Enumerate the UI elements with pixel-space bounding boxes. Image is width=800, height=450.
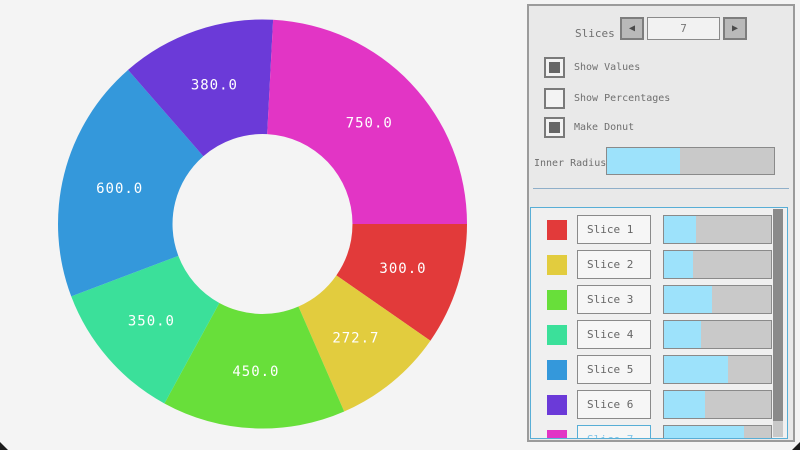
slice-row: Slice 7	[531, 425, 787, 438]
slice-value-label: 350.0	[128, 314, 175, 330]
slices-label: Slices	[575, 27, 615, 40]
slice-list: Slice 1 Slice 2 Slice 3 Slice 4 Slice 5 Slice…	[530, 207, 788, 439]
show-values-label: Show Values	[574, 62, 641, 73]
slices-decrement-button[interactable]: ◀	[620, 17, 644, 40]
slice-value-slider-fill	[664, 356, 729, 383]
slice-color-swatch[interactable]	[547, 360, 567, 380]
slice-value-label: 272.7	[332, 331, 379, 347]
slice-row: Slice 1	[531, 215, 787, 244]
pie-slice	[298, 275, 431, 412]
inner-radius-label: Inner Radius	[534, 158, 607, 169]
slice-list-scrollbar[interactable]	[773, 209, 783, 437]
make-donut-checkbox[interactable]	[544, 117, 565, 138]
slice-name-field[interactable]: Slice 4	[577, 320, 651, 349]
slice-value-slider-fill	[664, 286, 713, 313]
slice-color-swatch[interactable]	[547, 255, 567, 275]
slice-value-slider[interactable]	[663, 285, 772, 314]
slice-value-slider[interactable]	[663, 390, 772, 419]
divider	[533, 188, 789, 189]
slice-name-field[interactable]: Slice 2	[577, 250, 651, 279]
slice-row: Slice 5	[531, 355, 787, 384]
inner-radius-slider[interactable]	[606, 147, 775, 175]
show-percentages-checkbox[interactable]	[544, 88, 565, 109]
slice-color-swatch[interactable]	[547, 220, 567, 240]
slice-value-slider-fill	[664, 426, 745, 438]
slice-value-slider[interactable]	[663, 320, 772, 349]
slice-value-slider[interactable]	[663, 355, 772, 384]
right-arrow-icon: ▶	[731, 22, 739, 34]
pie-slice	[58, 69, 204, 297]
slice-name-field[interactable]: Slice 5	[577, 355, 651, 384]
slices-increment-button[interactable]: ▶	[723, 17, 747, 40]
left-arrow-icon: ◀	[628, 22, 636, 34]
show-values-checkbox[interactable]	[544, 57, 565, 78]
slice-value-label: 600.0	[96, 181, 143, 197]
make-donut-label: Make Donut	[574, 122, 635, 133]
slice-value-slider[interactable]	[663, 250, 772, 279]
settings-panel: Slices ◀ 7 ▶ Show Values Show Percentage…	[527, 4, 795, 442]
slice-color-swatch[interactable]	[547, 430, 567, 438]
inner-radius-slider-fill	[607, 148, 681, 174]
slice-name-field[interactable]: Slice 1	[577, 215, 651, 244]
slice-name-field[interactable]: Slice 7	[577, 425, 651, 438]
slice-color-swatch[interactable]	[547, 325, 567, 345]
slice-name-field[interactable]: Slice 6	[577, 390, 651, 419]
slice-color-swatch[interactable]	[547, 395, 567, 415]
slice-value-label: 450.0	[232, 364, 279, 380]
slice-value-label: 750.0	[346, 116, 393, 132]
slice-name-field[interactable]: Slice 3	[577, 285, 651, 314]
slice-row: Slice 4	[531, 320, 787, 349]
window-corner-grip-left	[0, 442, 8, 450]
slice-value-label: 300.0	[379, 261, 426, 277]
pie-slice	[164, 302, 345, 429]
show-percentages-label: Show Percentages	[574, 93, 671, 104]
window-corner-grip-right	[792, 442, 800, 450]
pie-slice	[267, 19, 467, 225]
slice-row: Slice 2	[531, 250, 787, 279]
slice-value-slider-fill	[664, 251, 694, 278]
slice-value-label: 380.0	[191, 78, 238, 94]
slice-color-swatch[interactable]	[547, 290, 567, 310]
scrollbar-thumb[interactable]	[773, 209, 783, 422]
slice-value-slider-fill	[664, 391, 705, 418]
slice-value-slider[interactable]	[663, 425, 772, 438]
pie-slice	[71, 255, 220, 404]
slices-count-field[interactable]: 7	[647, 17, 720, 40]
slice-row: Slice 3	[531, 285, 787, 314]
slice-row: Slice 6	[531, 390, 787, 419]
slice-value-slider[interactable]	[663, 215, 772, 244]
slice-value-slider-fill	[664, 321, 702, 348]
slice-value-slider-fill	[664, 216, 697, 243]
pie-slice	[336, 224, 467, 341]
pie-slice	[128, 19, 274, 157]
